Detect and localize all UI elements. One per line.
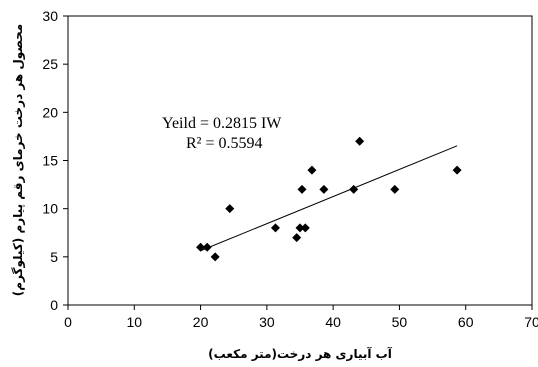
data-point (270, 223, 280, 233)
data-point (196, 242, 206, 252)
plot-frame (67, 15, 533, 306)
trendline-group (200, 145, 458, 252)
y-tick-label: 5 (50, 249, 58, 265)
x-tick-label: 70 (524, 314, 538, 330)
data-point (390, 184, 400, 194)
y-tick-label: 10 (42, 201, 58, 217)
x-tick-label: 50 (392, 314, 408, 330)
y-tick-label: 20 (42, 104, 58, 120)
y-tick-label: 30 (42, 8, 58, 24)
x-tick-label: 30 (259, 314, 275, 330)
data-point (300, 223, 310, 233)
data-point (210, 252, 220, 262)
x-tick-label: 10 (126, 314, 142, 330)
axes (67, 15, 533, 306)
data-point (355, 136, 365, 146)
data-point (297, 184, 307, 194)
data-point (307, 165, 317, 175)
data-points (196, 136, 462, 262)
equation-annotation: Yeild = 0.2815 IW (162, 115, 282, 132)
x-tick-label: 20 (193, 314, 209, 330)
x-tick-label: 0 (64, 314, 72, 330)
ticks: 0 10 20 30 40 50 60 70 0 5 10 15 20 25 30 (42, 8, 538, 330)
x-tick-label: 60 (458, 314, 474, 330)
trendline (200, 145, 458, 252)
y-tick-label: 25 (42, 56, 58, 72)
data-point (452, 165, 462, 175)
data-point (349, 184, 359, 194)
data-point (319, 184, 329, 194)
data-point (225, 204, 235, 214)
x-tick-label: 40 (325, 314, 341, 330)
data-point (202, 242, 212, 252)
x-axis-title: آب آبیاری هر درخت(متر مکعب) (208, 346, 393, 361)
data-point (292, 233, 302, 243)
data-point (295, 223, 305, 233)
y-tick-label: 0 (50, 297, 58, 313)
y-axis-title: محصول هر درخت خرمای رقم پیارم (کیلوگرم) (11, 24, 26, 296)
r-squared-annotation: R² = 0.5594 (186, 135, 263, 152)
y-tick-label: 15 (42, 153, 58, 169)
